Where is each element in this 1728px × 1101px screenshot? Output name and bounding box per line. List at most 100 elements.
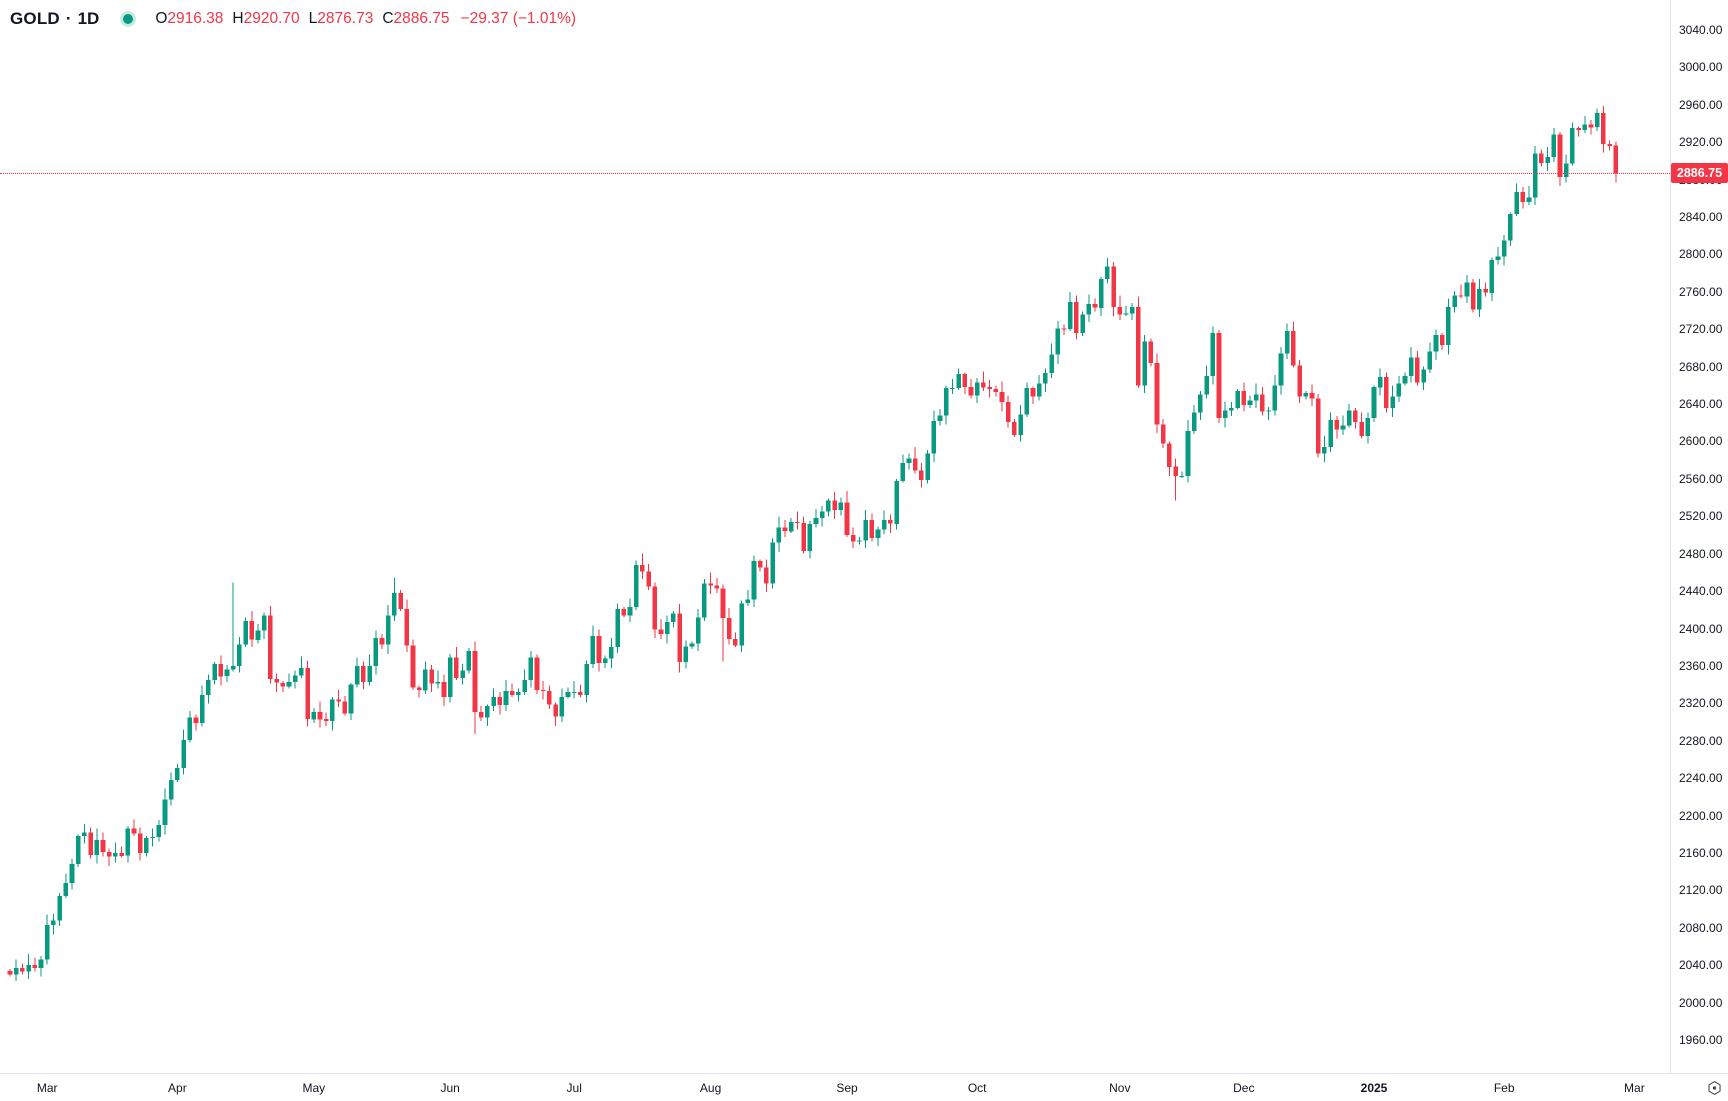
candle[interactable] xyxy=(1489,257,1495,302)
candle[interactable] xyxy=(286,673,292,689)
symbol-title[interactable]: GOLD xyxy=(10,9,60,28)
candle[interactable] xyxy=(1582,116,1588,133)
candle[interactable] xyxy=(658,619,664,639)
candle[interactable] xyxy=(807,521,813,559)
candle[interactable] xyxy=(1594,108,1600,131)
candle[interactable] xyxy=(1198,391,1203,420)
candle[interactable] xyxy=(702,579,707,621)
candle[interactable] xyxy=(906,453,912,470)
time-axis-settings-icon[interactable] xyxy=(1706,1080,1723,1097)
candle[interactable] xyxy=(379,634,385,650)
candle[interactable] xyxy=(1148,338,1154,367)
candle[interactable] xyxy=(956,368,961,391)
candle[interactable] xyxy=(968,378,974,399)
candle[interactable] xyxy=(962,372,968,394)
candle[interactable] xyxy=(627,598,633,622)
candle[interactable] xyxy=(925,449,930,484)
candle[interactable] xyxy=(168,772,174,806)
candle[interactable] xyxy=(206,674,211,704)
candle[interactable] xyxy=(94,828,100,864)
candle[interactable] xyxy=(1253,383,1259,408)
candle[interactable] xyxy=(547,685,552,709)
candle[interactable] xyxy=(63,873,69,898)
candle[interactable] xyxy=(292,670,298,689)
candle[interactable] xyxy=(950,378,955,394)
candle[interactable] xyxy=(7,968,13,977)
candle[interactable] xyxy=(460,664,465,685)
candle[interactable] xyxy=(1539,149,1544,167)
candle[interactable] xyxy=(1433,329,1439,361)
candle[interactable] xyxy=(373,630,379,675)
candle[interactable] xyxy=(1216,330,1222,423)
candle[interactable] xyxy=(342,695,348,716)
candle[interactable] xyxy=(1061,324,1067,335)
candle[interactable] xyxy=(1049,343,1054,378)
candle[interactable] xyxy=(57,893,62,926)
candle[interactable] xyxy=(1415,350,1420,386)
candle[interactable] xyxy=(565,687,571,699)
candle[interactable] xyxy=(441,674,447,707)
candle[interactable] xyxy=(1365,412,1371,444)
candle[interactable] xyxy=(999,381,1005,412)
candle[interactable] xyxy=(1353,407,1358,429)
candle[interactable] xyxy=(770,537,775,589)
candle[interactable] xyxy=(1098,276,1104,317)
candle[interactable] xyxy=(1551,128,1557,162)
candle[interactable] xyxy=(937,408,943,426)
candle[interactable] xyxy=(478,706,484,722)
candle[interactable] xyxy=(280,680,286,693)
candle[interactable] xyxy=(38,955,44,977)
candle[interactable] xyxy=(596,629,602,672)
candle[interactable] xyxy=(745,590,751,607)
candle[interactable] xyxy=(633,560,639,610)
candle[interactable] xyxy=(987,379,992,398)
candle[interactable] xyxy=(540,680,546,700)
candle[interactable] xyxy=(218,655,224,686)
candle[interactable] xyxy=(503,680,509,711)
market-status-icon[interactable] xyxy=(123,14,134,24)
candle[interactable] xyxy=(652,582,658,638)
candle[interactable] xyxy=(131,819,137,837)
candle[interactable] xyxy=(875,526,881,547)
candle[interactable] xyxy=(912,447,918,474)
candle[interactable] xyxy=(361,661,366,690)
candle[interactable] xyxy=(1402,372,1408,386)
candle[interactable] xyxy=(1291,321,1296,368)
candle[interactable] xyxy=(311,708,317,723)
candle[interactable] xyxy=(88,827,93,859)
candle[interactable] xyxy=(943,385,949,425)
candle[interactable] xyxy=(429,665,434,693)
candle[interactable] xyxy=(528,651,534,688)
candle[interactable] xyxy=(162,788,168,835)
candle[interactable] xyxy=(757,559,763,572)
candle[interactable] xyxy=(1185,420,1191,483)
candle[interactable] xyxy=(491,688,496,711)
candle[interactable] xyxy=(466,648,472,674)
candle[interactable] xyxy=(615,603,620,653)
candle[interactable] xyxy=(844,491,850,537)
candle[interactable] xyxy=(888,514,893,534)
candle[interactable] xyxy=(522,669,527,695)
candle[interactable] xyxy=(931,410,937,463)
candle[interactable] xyxy=(1446,298,1451,355)
candle[interactable] xyxy=(454,647,459,680)
candle[interactable] xyxy=(230,582,236,672)
candle[interactable] xyxy=(1092,298,1098,312)
candle[interactable] xyxy=(900,454,906,483)
candle[interactable] xyxy=(733,632,738,648)
candle[interactable] xyxy=(584,660,589,703)
candle[interactable] xyxy=(175,764,180,782)
candle[interactable] xyxy=(336,690,341,708)
candle[interactable] xyxy=(1576,126,1581,137)
candle[interactable] xyxy=(838,497,844,516)
candle[interactable] xyxy=(423,661,428,694)
candle[interactable] xyxy=(1272,375,1278,416)
candle[interactable] xyxy=(981,371,986,391)
candle[interactable] xyxy=(1105,258,1110,284)
candle[interactable] xyxy=(590,625,596,668)
candle[interactable] xyxy=(1557,131,1563,187)
candle[interactable] xyxy=(516,688,521,702)
candle[interactable] xyxy=(869,513,875,542)
candle[interactable] xyxy=(1427,342,1433,374)
candle[interactable] xyxy=(497,692,503,715)
